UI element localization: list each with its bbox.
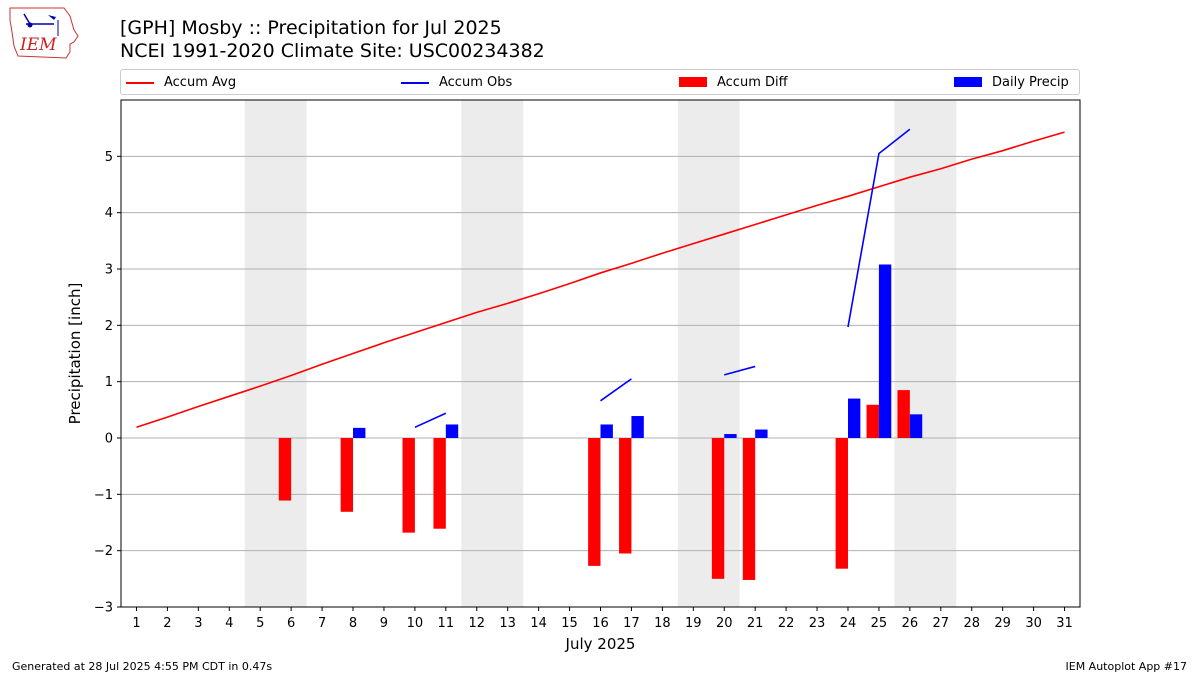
accum-diff-bar [340, 438, 354, 512]
logo-text: IEM [19, 35, 57, 55]
accum-diff-bar [278, 438, 292, 501]
x-tick-label: 20 [716, 616, 733, 631]
y-tick-label: 1 [105, 375, 113, 390]
daily-precip-bar [445, 424, 459, 438]
x-tick-label: 30 [1025, 616, 1042, 631]
accum-avg-line [136, 131, 1065, 429]
x-tick-label: 7 [318, 616, 326, 631]
daily-precip-bar [847, 398, 861, 438]
weekend-shade [677, 100, 740, 607]
daily-precip-bar [600, 424, 613, 438]
x-tick-label: 18 [654, 616, 671, 631]
weekend-shade [894, 100, 957, 607]
weekend-shade [461, 100, 524, 607]
accum-diff-bar [897, 390, 910, 438]
x-tick-label: 22 [778, 616, 795, 631]
weekend-shade [244, 100, 307, 607]
x-tick-label: 4 [225, 616, 233, 631]
y-axis-label: Precipitation [inch] [66, 283, 84, 425]
x-tick-label: 2 [163, 616, 171, 631]
y-tick-label: 5 [105, 150, 113, 165]
accum-diff-bar [742, 438, 756, 580]
chart-title: [GPH] Mosby :: Precipitation for Jul 202… [120, 17, 502, 39]
x-tick-label: 14 [530, 616, 547, 631]
legend-label: Daily Precip [992, 75, 1069, 90]
y-tick-label: 4 [105, 206, 113, 221]
x-tick-label: 3 [194, 616, 202, 631]
accum-obs-line [847, 128, 911, 328]
accum-obs-line [414, 412, 447, 429]
x-tick-label: 17 [623, 616, 640, 631]
daily-precip-bar [878, 264, 892, 438]
y-tick-label: 3 [105, 263, 113, 278]
iem-logo: IEM [9, 7, 79, 59]
x-tick-label: 25 [871, 616, 888, 631]
daily-precip-bar [755, 429, 768, 438]
x-axis-label: July 2025 [565, 635, 636, 653]
x-tick-label: 8 [349, 616, 357, 631]
daily-precip-bar [353, 427, 366, 438]
legend: Accum Avg Accum Obs Accum Diff Daily Pre… [120, 69, 1080, 95]
y-tick-label: −1 [94, 488, 113, 503]
legend-swatch-accum-avg [126, 82, 154, 84]
accum-diff-bar [866, 404, 879, 438]
daily-precip-bar [631, 416, 644, 438]
x-tick-label: 10 [407, 616, 424, 631]
accum-diff-bar [711, 438, 725, 579]
x-tick-label: 29 [994, 616, 1011, 631]
daily-precip-bar [724, 434, 737, 438]
accum-obs-line [724, 365, 756, 376]
accum-diff-bar [402, 438, 415, 533]
x-tick-label: 28 [963, 616, 980, 631]
legend-label: Accum Avg [164, 75, 237, 90]
y-tick-label: −3 [94, 601, 113, 616]
x-tick-label: 12 [468, 616, 485, 631]
x-tick-label: 13 [499, 616, 516, 631]
legend-label: Accum Diff [717, 75, 788, 90]
accum-diff-bar [619, 438, 632, 554]
x-tick-label: 21 [747, 616, 764, 631]
footer-generated: Generated at 28 Jul 2025 4:55 PM CDT in … [12, 660, 273, 673]
x-tick-label: 16 [592, 616, 609, 631]
accum-diff-bar [835, 438, 848, 569]
x-tick-label: 19 [685, 616, 702, 631]
legend-swatch-accum-obs [401, 82, 429, 84]
x-tick-label: 11 [438, 616, 455, 631]
x-tick-label: 6 [287, 616, 295, 631]
legend-swatch-accum-diff [679, 77, 707, 87]
footer-app: IEM Autoplot App #17 [1065, 660, 1188, 673]
x-tick-label: 5 [256, 616, 264, 631]
accum-diff-bar [588, 438, 601, 566]
legend-label: Accum Obs [439, 75, 513, 90]
x-tick-label: 27 [933, 616, 950, 631]
legend-swatch-daily-precip [954, 77, 982, 87]
accum-diff-bar [433, 438, 446, 529]
x-tick-label: 9 [380, 616, 388, 631]
x-tick-label: 23 [809, 616, 826, 631]
y-tick-label: −2 [94, 544, 113, 559]
x-tick-label: 24 [840, 616, 857, 631]
daily-precip-bar [909, 414, 923, 438]
y-tick-label: 2 [105, 319, 113, 334]
chart-subtitle: NCEI 1991-2020 Climate Site: USC00234382 [120, 40, 545, 62]
x-tick-label: 15 [561, 616, 578, 631]
y-tick-label: 0 [105, 432, 113, 447]
x-tick-label: 31 [1056, 616, 1073, 631]
accum-obs-line [600, 378, 632, 402]
x-tick-label: 1 [132, 616, 140, 631]
x-tick-label: 26 [902, 616, 919, 631]
